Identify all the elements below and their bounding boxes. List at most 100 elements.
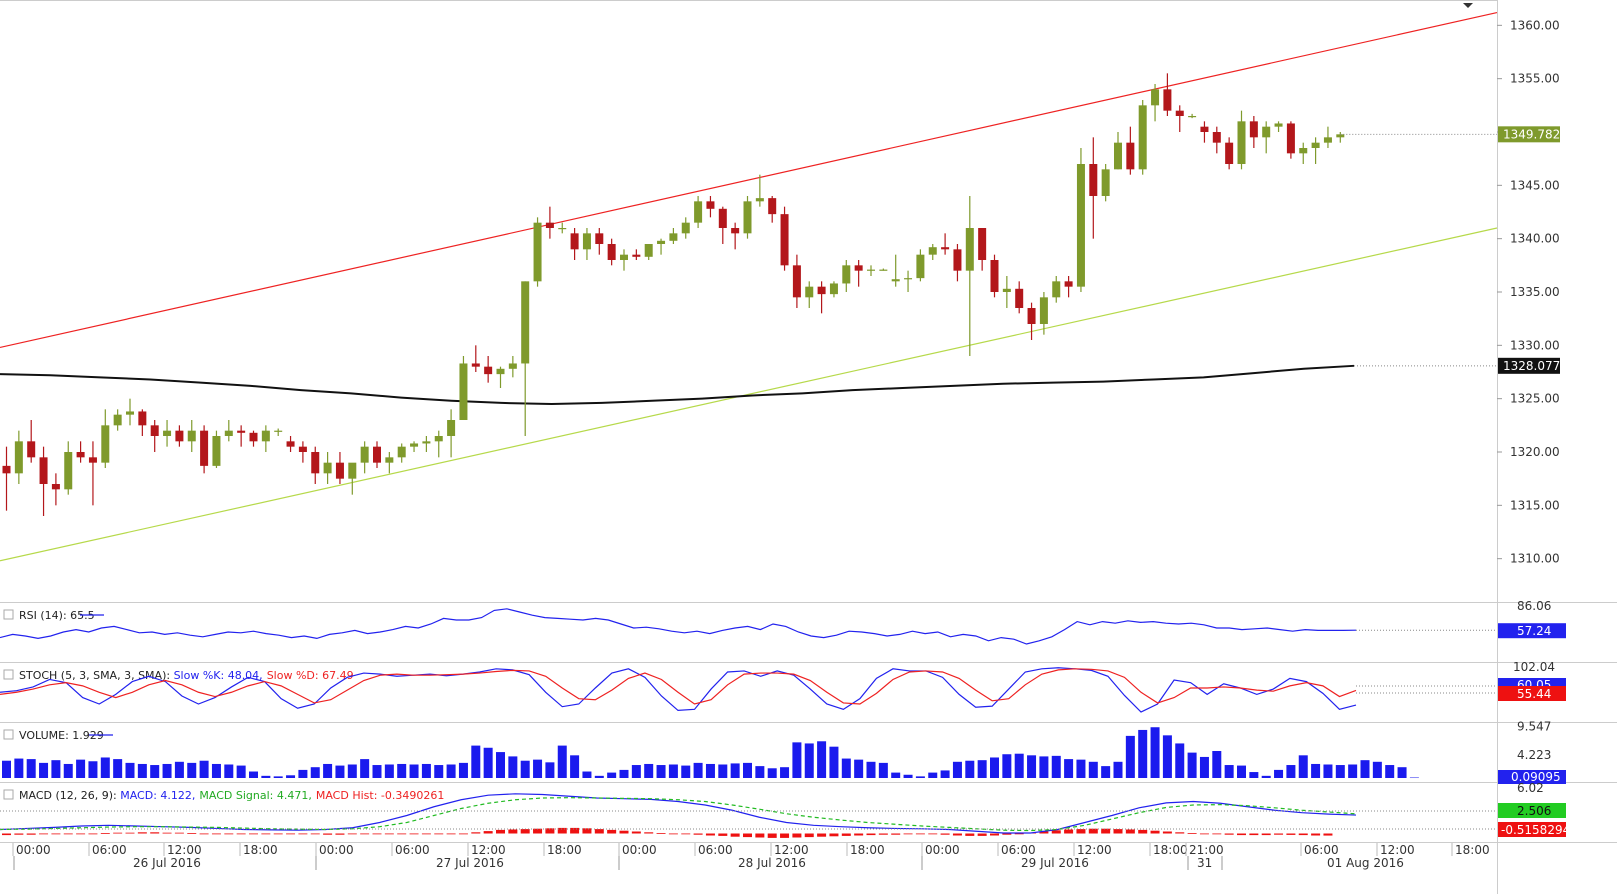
candle-body <box>237 430 246 433</box>
candle <box>1311 137 1320 164</box>
stoch-panel[interactable]: STOCH (5, 3, SMA, 3, SMA): Slow %K: 48.0… <box>0 660 1566 713</box>
time-hour-label: 18:00 <box>850 843 885 857</box>
candle <box>829 281 838 298</box>
volume-bar <box>767 768 777 778</box>
volume-bar <box>1138 729 1148 778</box>
candle-body <box>150 425 159 436</box>
macd-hist-bar <box>1101 828 1111 834</box>
candle-body <box>1138 105 1147 170</box>
rsi-top-tick: 86.06 <box>1517 599 1551 613</box>
volume-bar <box>51 760 61 778</box>
volume-bar <box>644 763 654 778</box>
candle <box>743 196 752 239</box>
candle <box>187 420 196 452</box>
volume-panel[interactable]: VOLUME: 1.929 9.547 4.223 0.09095 <box>2 719 1566 784</box>
candle <box>1188 113 1197 119</box>
candle <box>1076 148 1085 292</box>
volume-bar <box>730 763 740 778</box>
rsi-close-icon[interactable] <box>3 609 14 620</box>
volume-bar <box>990 757 999 778</box>
time-hour-label: 12:00 <box>167 843 202 857</box>
macd-hist-bar <box>607 829 617 834</box>
volume-bar <box>236 765 246 778</box>
candle-body <box>1163 89 1172 111</box>
moving-average-line <box>0 364 1355 406</box>
time-date-label: 28 Jul 2016 <box>738 856 806 870</box>
macd-hist-bar <box>656 833 666 834</box>
price-panel[interactable]: 1360.001355.001350.001345.001340.001335.… <box>0 3 1560 566</box>
volume-bar <box>1360 760 1370 778</box>
macd-hist-bar <box>730 833 740 837</box>
volume-bar <box>1199 756 1209 778</box>
macd-hist-bar <box>681 833 691 835</box>
macd-hist-bar <box>780 833 790 838</box>
candle <box>410 441 419 452</box>
volume-last-label: 0.09095 <box>1511 770 1561 784</box>
macd-hist-bar <box>434 833 444 835</box>
upper-channel-line <box>0 11 1498 349</box>
macd-hist-bar <box>372 833 382 835</box>
candle <box>27 420 36 463</box>
candle <box>867 265 875 276</box>
macd-hist-bar <box>199 833 209 835</box>
macd-hist-bar <box>1311 833 1321 836</box>
volume-bar <box>1076 759 1086 778</box>
candle-body <box>607 244 616 260</box>
volume-bar <box>718 764 728 778</box>
candle <box>163 420 172 447</box>
macd-hist-bar <box>1175 832 1185 834</box>
candle-body <box>1311 142 1320 148</box>
volume-bar <box>347 764 357 778</box>
macd-hist-bar <box>891 833 901 835</box>
candle <box>1114 132 1122 170</box>
collapse-arrow-icon[interactable] <box>1463 3 1473 8</box>
candle <box>545 206 554 239</box>
candle-body <box>298 446 307 452</box>
candle-body <box>1212 132 1221 143</box>
macd-close-icon[interactable] <box>3 789 14 800</box>
candle-body <box>1200 126 1209 132</box>
ma-path <box>0 364 1355 406</box>
stoch-k-path <box>0 667 1357 713</box>
volume-close-icon[interactable] <box>3 729 14 740</box>
candle-body <box>1175 110 1184 116</box>
rsi-last-label: 57.24 <box>1517 624 1551 638</box>
volume-bar <box>780 767 790 778</box>
macd-panel[interactable]: MACD (12, 26, 9): MACD: 4.122, MACD Signa… <box>0 781 1570 838</box>
candle <box>891 254 900 287</box>
volume-bar <box>1372 761 1382 778</box>
candle <box>1175 105 1184 132</box>
volume-bar <box>39 762 49 778</box>
candle <box>768 196 777 223</box>
last-price-marker: 1349.782 <box>1340 126 1560 143</box>
time-date-label: 31 <box>1197 856 1212 870</box>
candle <box>434 430 443 458</box>
macd-hist-bar <box>594 829 604 834</box>
candle <box>1126 126 1135 175</box>
candle <box>348 462 357 495</box>
rsi-panel[interactable]: RSI (14): 65.5 86.06 57.24 <box>0 599 1566 645</box>
volume-bar <box>891 772 901 778</box>
candle <box>941 233 950 255</box>
volume-bar <box>1237 765 1246 778</box>
candle <box>595 228 604 255</box>
candle-body <box>545 222 554 228</box>
macd-signal-box <box>1498 803 1566 818</box>
macd-hist-bar <box>1125 829 1135 834</box>
macd-hist-bar <box>187 833 197 834</box>
volume-bar <box>681 765 691 778</box>
volume-bar <box>804 743 814 778</box>
rsi-legend: RSI (14): 65.5 <box>19 609 95 622</box>
macd-hist-bar <box>557 827 567 834</box>
stoch-close-icon[interactable] <box>3 669 14 680</box>
macd-hist-bar <box>125 832 135 834</box>
volume-bar <box>1274 769 1284 778</box>
candle <box>1225 137 1234 170</box>
candle <box>681 217 690 239</box>
candle-body <box>274 430 283 432</box>
volume-bar <box>656 765 666 778</box>
stoch-k-legend: Slow %K: 48.04, <box>174 669 263 682</box>
volume-bar <box>841 758 851 778</box>
candle-body <box>521 281 530 364</box>
